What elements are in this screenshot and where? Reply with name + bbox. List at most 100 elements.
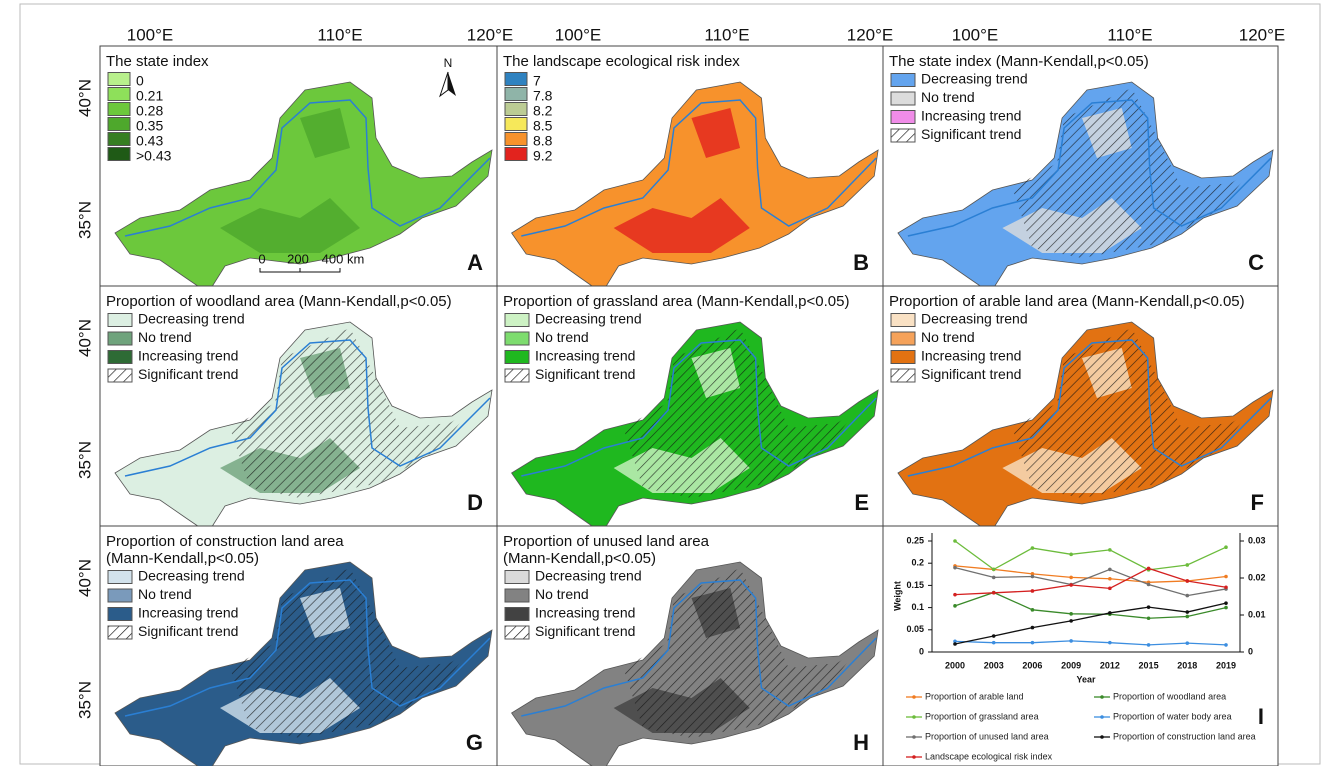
legend-swatch bbox=[108, 626, 132, 639]
data-point bbox=[1108, 587, 1112, 591]
legend-label: Proportion of arable land bbox=[925, 691, 1024, 701]
panel-title: Proportion of construction land area bbox=[106, 533, 344, 550]
legend-swatch bbox=[108, 351, 132, 364]
longitude-label: 110°E bbox=[1107, 25, 1152, 44]
data-point bbox=[953, 539, 957, 543]
data-point bbox=[953, 604, 957, 608]
panel-title: Proportion of woodland area (Mann-Kendal… bbox=[106, 293, 452, 310]
legend-marker bbox=[912, 755, 916, 759]
longitude-label: 120°E bbox=[467, 25, 514, 44]
legend-swatch bbox=[891, 369, 915, 382]
data-point bbox=[1031, 589, 1035, 593]
legend-swatch bbox=[505, 332, 529, 345]
legend-swatch bbox=[505, 133, 527, 146]
legend-swatch bbox=[891, 332, 915, 345]
latitude-label: 35°N bbox=[75, 201, 94, 239]
legend-swatch bbox=[505, 626, 529, 639]
data-point bbox=[1185, 563, 1189, 567]
legend-label: Significant trend bbox=[535, 623, 635, 639]
legend-label: Increasing trend bbox=[921, 348, 1021, 364]
data-point bbox=[1069, 639, 1073, 643]
y-tick-label: 0.05 bbox=[906, 624, 924, 634]
figure: 100°E110°E120°E100°E110°E120°E100°E110°E… bbox=[0, 0, 1342, 766]
legend-swatch bbox=[505, 314, 529, 327]
legend-label: 0.35 bbox=[136, 118, 163, 134]
legend-label: No trend bbox=[535, 329, 589, 345]
legend-label: 0.43 bbox=[136, 133, 163, 149]
legend-label: 7 bbox=[533, 73, 541, 89]
legend-label: 9.2 bbox=[533, 148, 553, 164]
panel-letter: D bbox=[467, 490, 483, 515]
panel-letter: E bbox=[854, 490, 869, 515]
data-point bbox=[1185, 594, 1189, 598]
legend-label: Increasing trend bbox=[138, 605, 238, 621]
scale-label: 400 km bbox=[322, 251, 365, 266]
y2-tick-label: 0.03 bbox=[1248, 535, 1266, 545]
legend-label: No trend bbox=[921, 89, 975, 105]
y2-tick-label: 0.02 bbox=[1248, 572, 1266, 582]
legend-swatch bbox=[108, 571, 132, 584]
legend-swatch bbox=[891, 129, 915, 142]
longitude-label: 110°E bbox=[704, 25, 749, 44]
legend-label: 8.2 bbox=[533, 103, 553, 119]
legend-label: Proportion of unused land area bbox=[925, 731, 1049, 741]
data-point bbox=[1147, 583, 1151, 587]
map-panel: Proportion of construction land area(Man… bbox=[100, 526, 497, 766]
data-point bbox=[1031, 626, 1035, 630]
data-point bbox=[1224, 643, 1228, 647]
legend-label: Decreasing trend bbox=[138, 311, 245, 327]
legend-label: No trend bbox=[138, 329, 192, 345]
panel-title: Proportion of arable land area (Mann-Ken… bbox=[889, 293, 1245, 310]
legend-label: >0.43 bbox=[136, 148, 172, 164]
legend-label: Decreasing trend bbox=[535, 568, 642, 584]
data-point bbox=[953, 566, 957, 570]
legend-swatch bbox=[505, 608, 529, 621]
legend-swatch bbox=[108, 148, 130, 161]
data-point bbox=[1069, 553, 1073, 557]
panel-letter: A bbox=[467, 250, 483, 275]
legend-label: Significant trend bbox=[138, 623, 238, 639]
data-point bbox=[1031, 608, 1035, 612]
panel-title: The state index bbox=[106, 53, 209, 70]
data-point bbox=[992, 576, 996, 580]
y-axis-title: Weight bbox=[892, 581, 902, 611]
data-point bbox=[1147, 605, 1151, 609]
legend-swatch bbox=[108, 133, 130, 146]
legend-swatch bbox=[891, 351, 915, 364]
longitude-label: 120°E bbox=[847, 25, 894, 44]
data-point bbox=[1031, 641, 1035, 645]
legend-swatch bbox=[891, 92, 915, 105]
legend-swatch bbox=[891, 111, 915, 124]
longitude-label: 110°E bbox=[317, 25, 362, 44]
data-point bbox=[1224, 601, 1228, 605]
data-point bbox=[1069, 576, 1073, 580]
map-panel: Proportion of woodland area (Mann-Kendal… bbox=[100, 286, 497, 533]
legend-label: 0.28 bbox=[136, 103, 163, 119]
legend-label: Increasing trend bbox=[138, 348, 238, 364]
latitude-label: 40°N bbox=[75, 559, 94, 597]
legend-marker bbox=[1100, 695, 1104, 699]
data-point bbox=[1224, 585, 1228, 589]
data-point bbox=[1224, 606, 1228, 610]
legend-swatch bbox=[108, 88, 130, 101]
x-tick-label: 2009 bbox=[1061, 660, 1081, 670]
y-tick-label: 0 bbox=[919, 646, 924, 656]
map-panel: Proportion of unused land area(Mann-Kend… bbox=[497, 526, 883, 766]
legend-swatch bbox=[108, 332, 132, 345]
y2-tick-label: 0 bbox=[1248, 646, 1253, 656]
legend-label: Increasing trend bbox=[535, 348, 635, 364]
data-point bbox=[1224, 545, 1228, 549]
panel-letter: C bbox=[1248, 250, 1264, 275]
longitude-label: 100°E bbox=[555, 25, 602, 44]
x-tick-label: 2015 bbox=[1139, 660, 1159, 670]
data-point bbox=[1147, 616, 1151, 620]
legend-label: 8.8 bbox=[533, 133, 553, 149]
legend-swatch bbox=[108, 103, 130, 116]
latitude-label: 35°N bbox=[75, 681, 94, 719]
panel-title: (Mann-Kendall,p<0.05) bbox=[503, 550, 656, 567]
legend-label: Increasing trend bbox=[921, 108, 1021, 124]
panel-title: The state index (Mann-Kendall,p<0.05) bbox=[889, 53, 1149, 70]
data-point bbox=[953, 642, 957, 646]
legend-marker bbox=[1100, 735, 1104, 739]
legend-marker bbox=[912, 735, 916, 739]
